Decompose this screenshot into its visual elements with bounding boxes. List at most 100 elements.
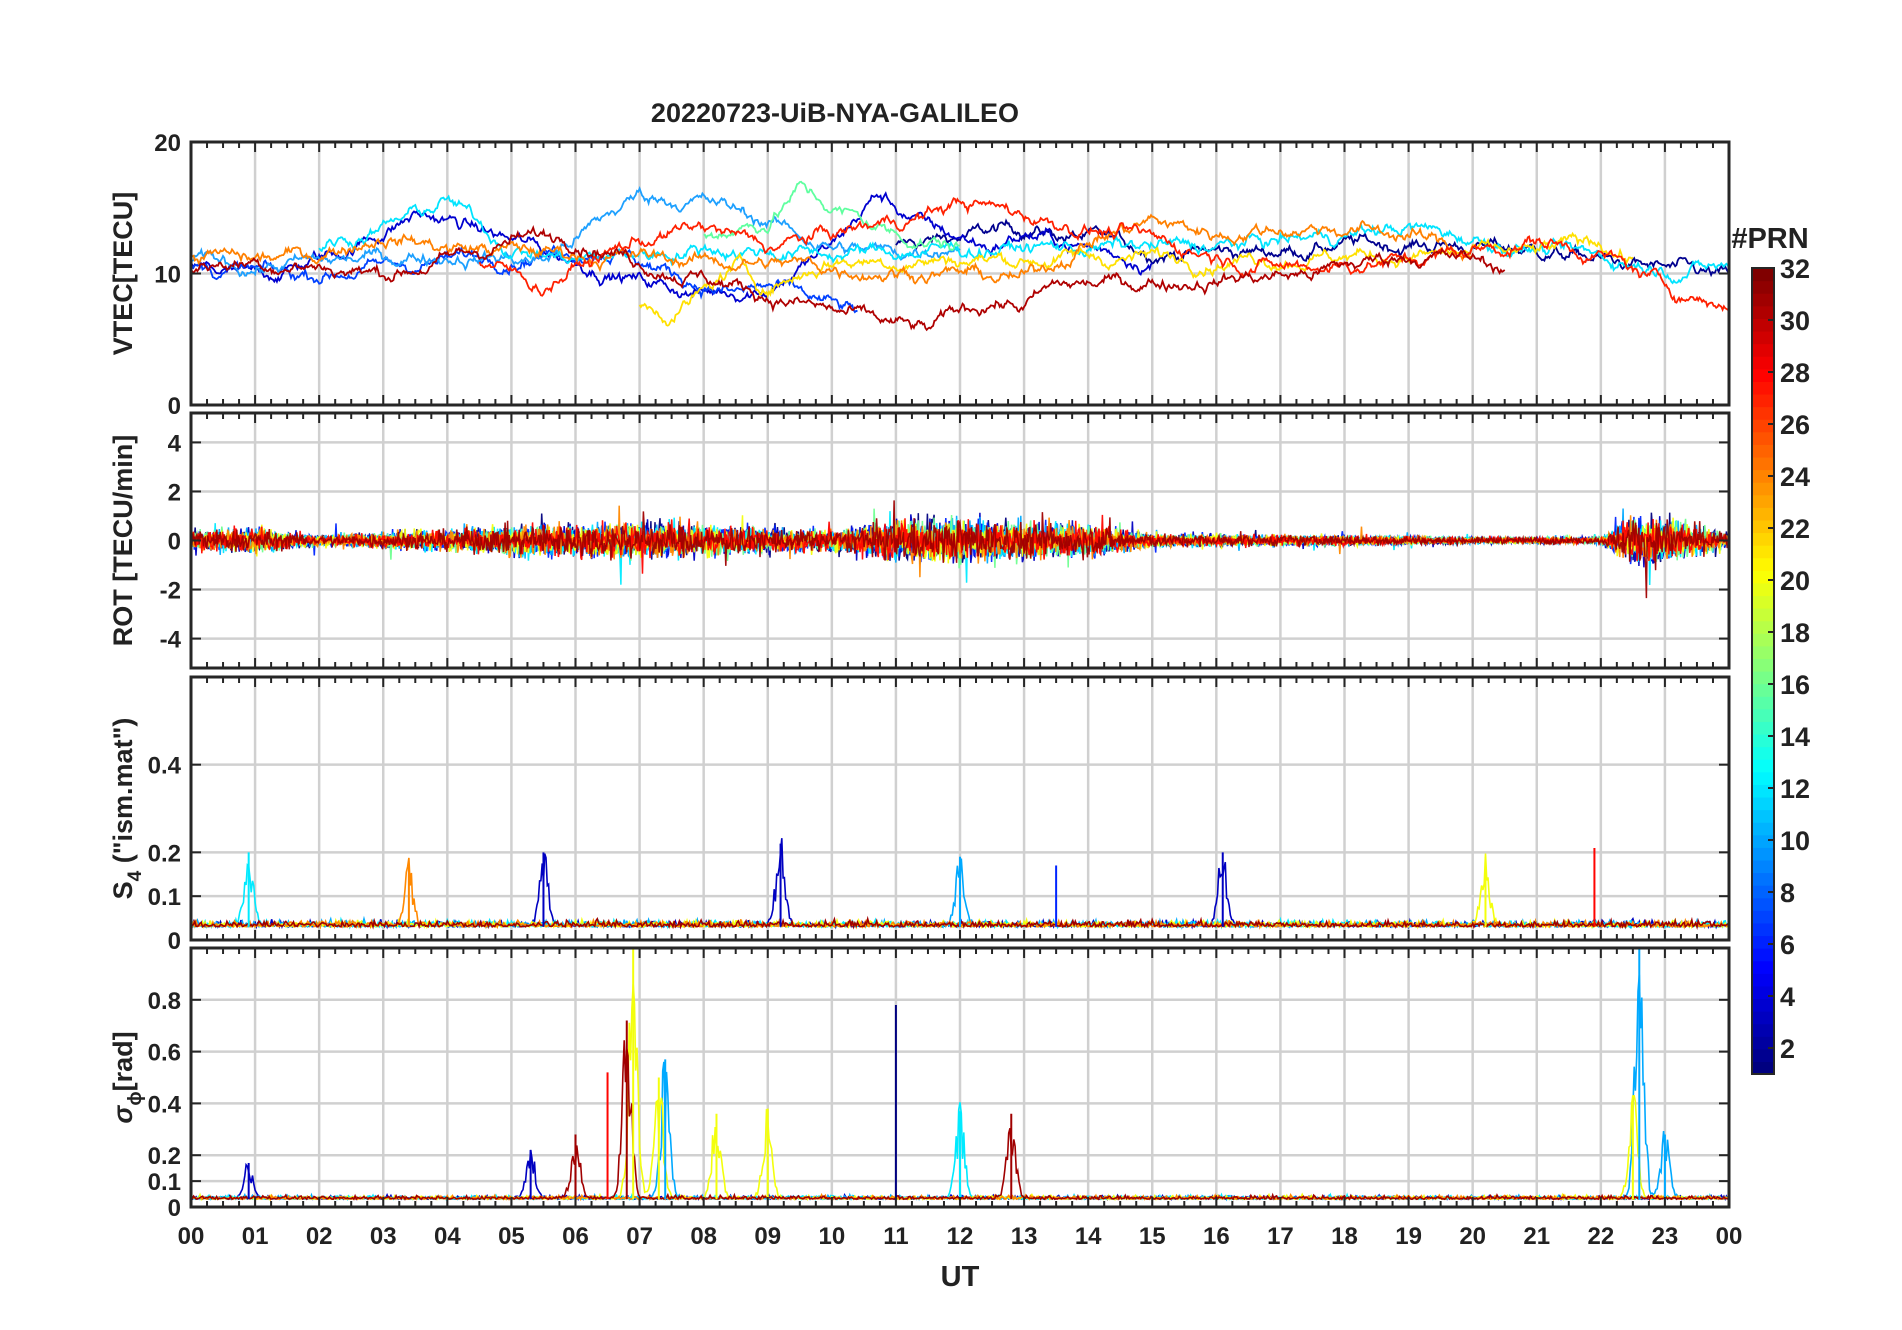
y-axis-label-sigma-phi: σϕ[rad] — [108, 1031, 146, 1123]
vtec-series-prn-24 — [191, 213, 1474, 285]
y-tick-label: 0.4 — [148, 1091, 182, 1118]
colorbar-band — [1752, 910, 1774, 924]
colorbar-band — [1752, 1023, 1774, 1037]
data-vtec — [191, 180, 1729, 332]
y-axis-label-vtec: VTEC[TECU] — [108, 192, 138, 356]
colorbar-band — [1752, 280, 1774, 294]
colorbar-band — [1752, 444, 1774, 458]
x-tick-label: 14 — [1075, 1223, 1102, 1250]
colorbar-band — [1752, 733, 1774, 748]
colorbar-band — [1752, 381, 1774, 395]
y-tick-label: 0 — [168, 1195, 181, 1222]
colorbar-band — [1752, 847, 1774, 861]
data-rot — [191, 500, 1729, 599]
x-tick-label: 06 — [562, 1223, 589, 1250]
chart-title: 20220723-UiB-NYA-GALILEO — [651, 98, 1019, 128]
colorbar-band — [1752, 293, 1774, 307]
colorbar-band — [1752, 532, 1774, 546]
vtec-series-prn-3 — [191, 191, 1153, 303]
x-tick-label: 02 — [306, 1223, 333, 1250]
y-label-main: S — [108, 881, 138, 899]
colorbar-tick-label: 18 — [1780, 618, 1810, 648]
ticks-sigma-phi: 00.10.2 0.4 0.6 0.8 — [148, 948, 1730, 1222]
colorbar-band — [1752, 708, 1774, 722]
vtec-series-prn-16 — [703, 180, 961, 252]
colorbar-band — [1752, 771, 1774, 785]
x-tick-label: 23 — [1652, 1223, 1679, 1250]
y-tick-label: 4 — [168, 430, 182, 457]
colorbar-band — [1752, 658, 1774, 672]
x-tick-label: 18 — [1331, 1223, 1358, 1250]
colorbar-tick-label: 14 — [1780, 722, 1810, 752]
colorbar-band — [1752, 557, 1774, 571]
colorbar-band — [1752, 305, 1774, 319]
x-tick-label: 00 — [178, 1223, 205, 1250]
x-tick-label: 11 — [883, 1223, 908, 1250]
colorbar-band — [1752, 393, 1774, 408]
colorbar-band — [1752, 482, 1774, 496]
colorbar-tick-label: 24 — [1780, 462, 1810, 492]
x-tick-label: 22 — [1587, 1223, 1614, 1250]
colorbar-band — [1752, 406, 1774, 420]
colorbar-band — [1752, 356, 1774, 370]
colorbar-band — [1752, 633, 1774, 647]
y-tick-label: 0 — [168, 393, 181, 420]
colorbar-band — [1752, 330, 1774, 345]
x-tick-label: 21 — [1523, 1223, 1550, 1250]
ticks-rot: -4 -2 0 2 4 — [160, 413, 1730, 668]
colorbar-band — [1752, 645, 1774, 660]
ticks-vtec: 0 10 20 — [154, 130, 1730, 420]
colorbar-band — [1752, 469, 1774, 483]
y-tick-label: 10 — [154, 262, 181, 289]
colorbar-band — [1752, 796, 1774, 811]
x-tick-label: 20 — [1459, 1223, 1486, 1250]
x-tick-labels: 00 01 02 03 04 05 06 07 08 09 10 11 12 13 14 15 16 17 18 19… — [178, 1223, 1743, 1250]
panel-sigma-phi: 00.10.20.40.60.8σϕ[rad] — [108, 946, 1731, 1222]
vtec-series-prn-10 — [191, 185, 961, 278]
colorbar-band — [1752, 318, 1774, 332]
colorbar-band — [1752, 494, 1774, 508]
colorbar-tick-label: 28 — [1780, 358, 1810, 388]
colorbar-band — [1752, 1061, 1774, 1075]
colorbar-band — [1752, 595, 1774, 609]
colorbar-band — [1752, 456, 1774, 471]
colorbar-tick-label: 12 — [1780, 774, 1810, 804]
panel-vtec: 0 10 20 VTEC[TECU] — [108, 130, 1731, 420]
y-label-main: σ — [108, 1105, 138, 1124]
y-label-suffix: ("ism.mat") — [108, 718, 138, 871]
x-tick-label: 19 — [1395, 1223, 1422, 1250]
y-tick-label: 0.2 — [148, 840, 181, 867]
rot-series-prn-31 — [191, 500, 1729, 599]
x-tick-label: 13 — [1011, 1223, 1038, 1250]
colorbar-tick-label: 22 — [1780, 514, 1810, 544]
colorbar-border — [1751, 267, 1775, 1075]
colorbar-band — [1752, 985, 1774, 1000]
x-tick-label: 04 — [434, 1223, 461, 1250]
colorbar-band — [1752, 683, 1774, 697]
colorbar-band — [1752, 519, 1774, 534]
y-tick-label: 0.2 — [148, 1143, 181, 1170]
y-tick-label: 20 — [154, 130, 181, 157]
colorbar-band — [1752, 759, 1774, 773]
y-label-suffix: [rad] — [108, 1031, 138, 1091]
x-tick-label: 09 — [754, 1223, 781, 1250]
colorbar-band — [1752, 368, 1774, 382]
colorbar-band — [1752, 746, 1774, 760]
vtec-series-prn-20 — [638, 231, 1634, 327]
colorbar-band — [1752, 922, 1774, 937]
colorbar-tick-label: 2 — [1780, 1034, 1795, 1064]
x-tick-label: 16 — [1203, 1223, 1230, 1250]
x-axis-label: UT — [941, 1261, 980, 1293]
colorbar-band — [1752, 973, 1774, 987]
colorbar-band — [1752, 268, 1774, 282]
y-tick-label: 0.1 — [148, 1169, 181, 1196]
colorbar-band — [1752, 1048, 1774, 1063]
colorbar-tick-label: 6 — [1780, 930, 1795, 960]
data-s4 — [191, 838, 1729, 930]
colorbar-band — [1752, 343, 1774, 357]
vtec-series-prn-31 — [191, 224, 1506, 332]
x-tick-label: 10 — [818, 1223, 845, 1250]
colorbar-band — [1752, 582, 1774, 597]
